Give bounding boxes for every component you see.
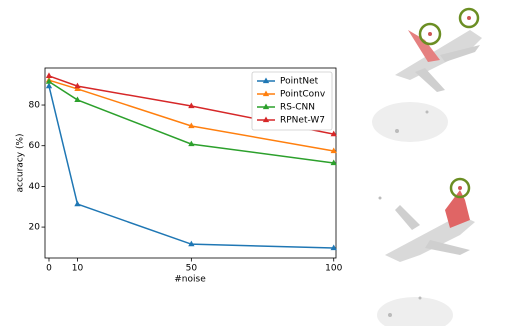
- y-axis-label: accuracy (%): [16, 133, 26, 192]
- legend: PointNet PointConv RS-CNN RPNet-W7: [252, 72, 332, 130]
- legend-label: PointConv: [280, 90, 326, 100]
- point-cloud-images: [372, 9, 482, 326]
- x-axis-label: #noise: [174, 275, 206, 285]
- x-tick-label: 0: [46, 264, 52, 274]
- x-tick-label: 100: [325, 264, 342, 274]
- y-tick-label: 40: [29, 182, 41, 192]
- point-marker: [46, 72, 52, 78]
- page: #noise accuracy (%) 0 10 50 100 20 40 60 80 Poin…: [0, 0, 516, 326]
- y-tick-label: 80: [29, 101, 41, 111]
- point-marker: [74, 201, 80, 207]
- airplane-bottom: [377, 179, 475, 326]
- legend-label: PointNet: [280, 77, 319, 87]
- legend-label: RS-CNN: [280, 103, 315, 113]
- legend-label: RPNet-W7: [280, 116, 325, 126]
- x-tick-label: 50: [186, 264, 198, 274]
- airplane-top: [372, 9, 482, 142]
- y-tick-label: 60: [29, 141, 41, 151]
- x-tick-label: 10: [72, 264, 84, 274]
- chart: #noise accuracy (%) 0 10 50 100 20 40 60 80 Poin…: [0, 0, 516, 326]
- y-tick-label: 20: [29, 223, 41, 233]
